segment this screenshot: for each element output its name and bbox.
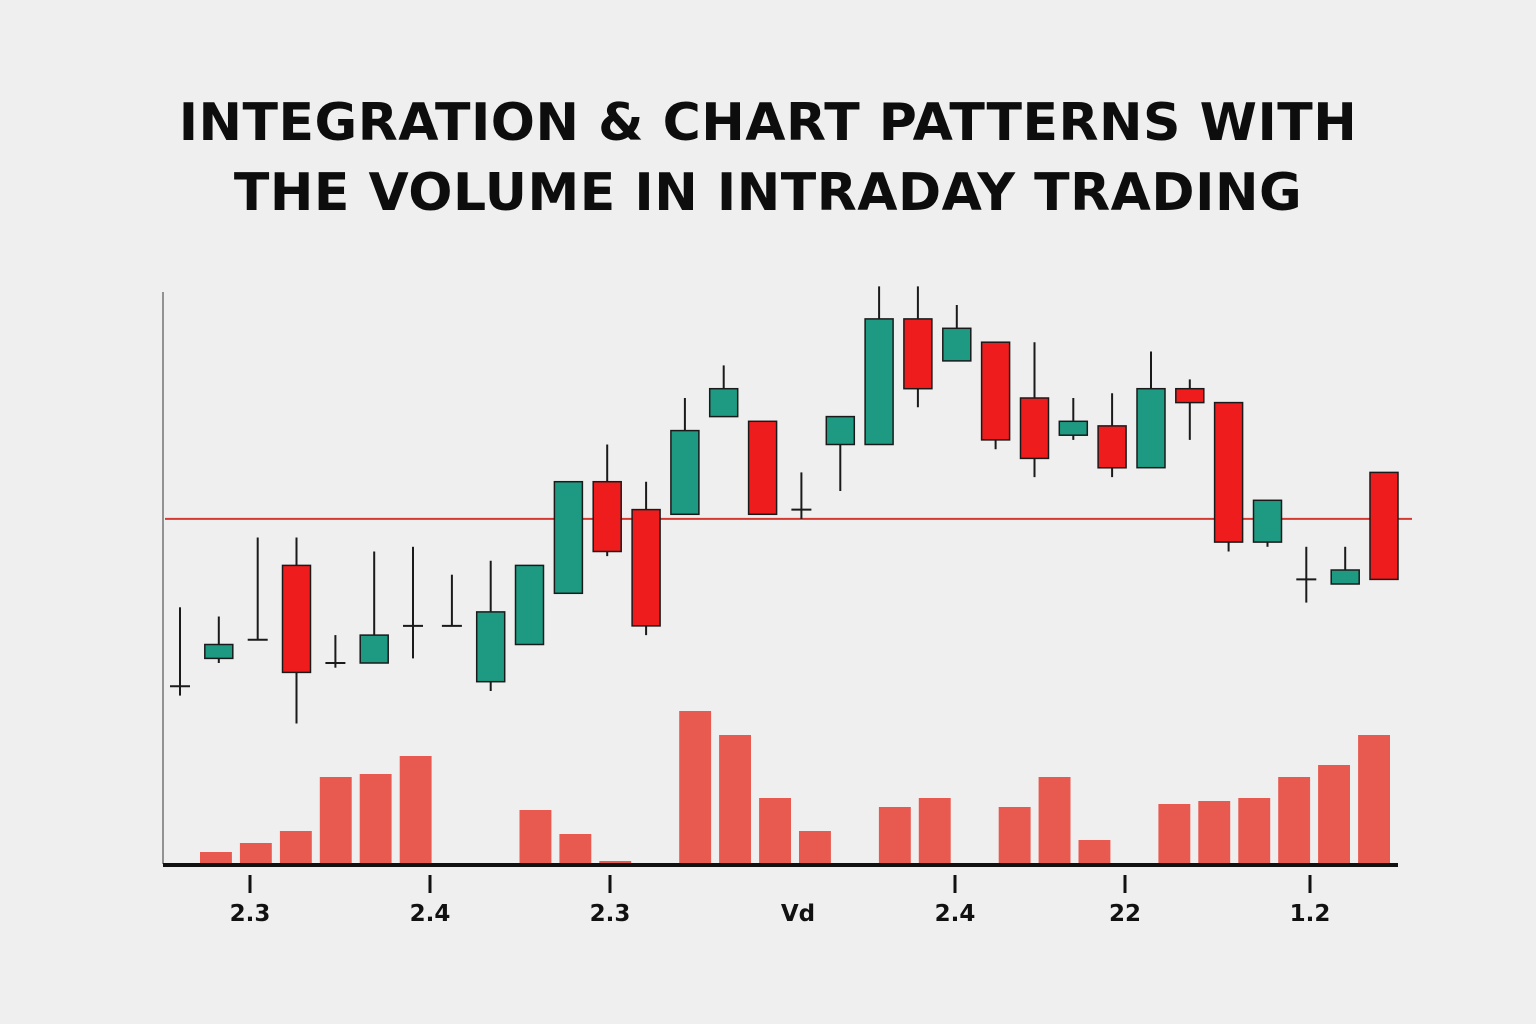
candlestick (708, 365, 739, 418)
volume-bar (1238, 798, 1271, 864)
volume-bar (1038, 777, 1071, 864)
volume-bar (239, 843, 272, 864)
candle-body-bearish (747, 420, 778, 516)
candlestick (747, 420, 778, 516)
candle-body-bearish (1019, 397, 1050, 460)
candlestick (1252, 499, 1283, 547)
x-tick-label: 22 (1109, 901, 1141, 927)
candlestick (592, 444, 622, 557)
volume-bar (998, 807, 1031, 864)
chart-title-line-1: INTEGRATION & CHART PATTERNS WITH (178, 93, 1358, 153)
candle-body-bullish (670, 429, 700, 516)
volume-bar (679, 711, 712, 864)
volume-bar (719, 735, 751, 864)
candlestick (553, 480, 584, 595)
x-tick-label: 2.4 (410, 901, 451, 927)
x-tick-label: 2.3 (590, 901, 631, 927)
candle-body-bullish (942, 327, 972, 362)
candlestick (791, 472, 812, 519)
candle-body-bullish (708, 387, 739, 418)
candlestick (1136, 351, 1166, 469)
x-tick-label: 2.3 (230, 901, 271, 927)
candlestick (475, 560, 506, 691)
candle-body-bearish (1097, 425, 1127, 469)
candlestick (441, 574, 462, 627)
volume-bars (200, 711, 1390, 864)
candle-body-bearish (1213, 401, 1244, 543)
chart-title: INTEGRATION & CHART PATTERNS WITH THE VO… (0, 88, 1536, 228)
candlestick (903, 286, 933, 408)
candlestick (1019, 342, 1050, 478)
candle-body-bullish (1058, 420, 1089, 436)
candlestick (514, 564, 545, 646)
candlestick (864, 286, 894, 446)
volume-bar (519, 810, 552, 864)
volume-bar (1198, 801, 1231, 864)
candlestick (1296, 546, 1317, 603)
candlestick (670, 398, 700, 516)
x-axis-ticks: 2.3 2.4 2.3 Vd 2.4 22 1.2 (230, 875, 1331, 927)
candle-body-bullish (864, 318, 894, 446)
candlestick (281, 537, 312, 724)
volume-bar (599, 861, 632, 864)
volume-bar (799, 831, 831, 864)
volume-bar (759, 798, 791, 864)
candle-body-bullish (1252, 499, 1283, 543)
candlestick (359, 551, 389, 664)
candle-body-bullish (204, 643, 234, 660)
candle-body-bearish (281, 564, 312, 674)
candle-body-bullish (1136, 387, 1166, 469)
candlestick (204, 616, 234, 663)
candlestick (1330, 546, 1360, 585)
chart-title-line-2: THE VOLUME IN INTRADAY TRADING (233, 163, 1303, 223)
volume-bar (1158, 804, 1191, 864)
candlestick (631, 481, 661, 636)
candlestick (403, 546, 423, 659)
candlestick (1097, 393, 1127, 478)
x-tick-label: 2.4 (935, 901, 976, 927)
candle-body-bullish (514, 564, 545, 646)
candlestick (170, 607, 190, 696)
candlestick (1175, 379, 1205, 440)
volume-bar (359, 774, 392, 864)
volume-bar (1318, 765, 1350, 864)
candlestick (942, 305, 972, 362)
candle-body-bearish (631, 508, 661, 627)
candle-body-bullish (553, 480, 584, 595)
candlesticks (170, 286, 1399, 724)
candlestick (247, 537, 268, 641)
candle-body-bearish (1175, 387, 1205, 404)
candle-body-bearish (592, 480, 622, 553)
candlestick (980, 341, 1011, 450)
candle-body-bullish (359, 634, 389, 664)
volume-bar (279, 831, 312, 864)
candle-body-bullish (825, 415, 856, 446)
volume-bar (918, 798, 951, 864)
x-tick-label: Vd (781, 901, 815, 927)
volume-bar (559, 834, 592, 864)
candlestick (1213, 401, 1244, 552)
candle-body-bearish (903, 318, 933, 390)
candle-body-bullish (475, 611, 506, 683)
candlestick (825, 415, 856, 491)
volume-bar (319, 777, 352, 864)
candlestick (1058, 398, 1089, 440)
candle-body-bearish (1369, 471, 1399, 581)
candle-body-bearish (980, 341, 1011, 441)
volume-bar (1278, 777, 1311, 864)
candle-body-bullish (1330, 569, 1360, 585)
candlestick (325, 635, 346, 668)
volume-bar (200, 852, 232, 864)
volume-bar (399, 756, 432, 864)
volume-bar (1078, 840, 1111, 864)
candlestick (1369, 471, 1399, 581)
x-tick-label: 1.2 (1290, 901, 1331, 927)
volume-bar (1358, 735, 1390, 864)
volume-bar (878, 807, 911, 864)
